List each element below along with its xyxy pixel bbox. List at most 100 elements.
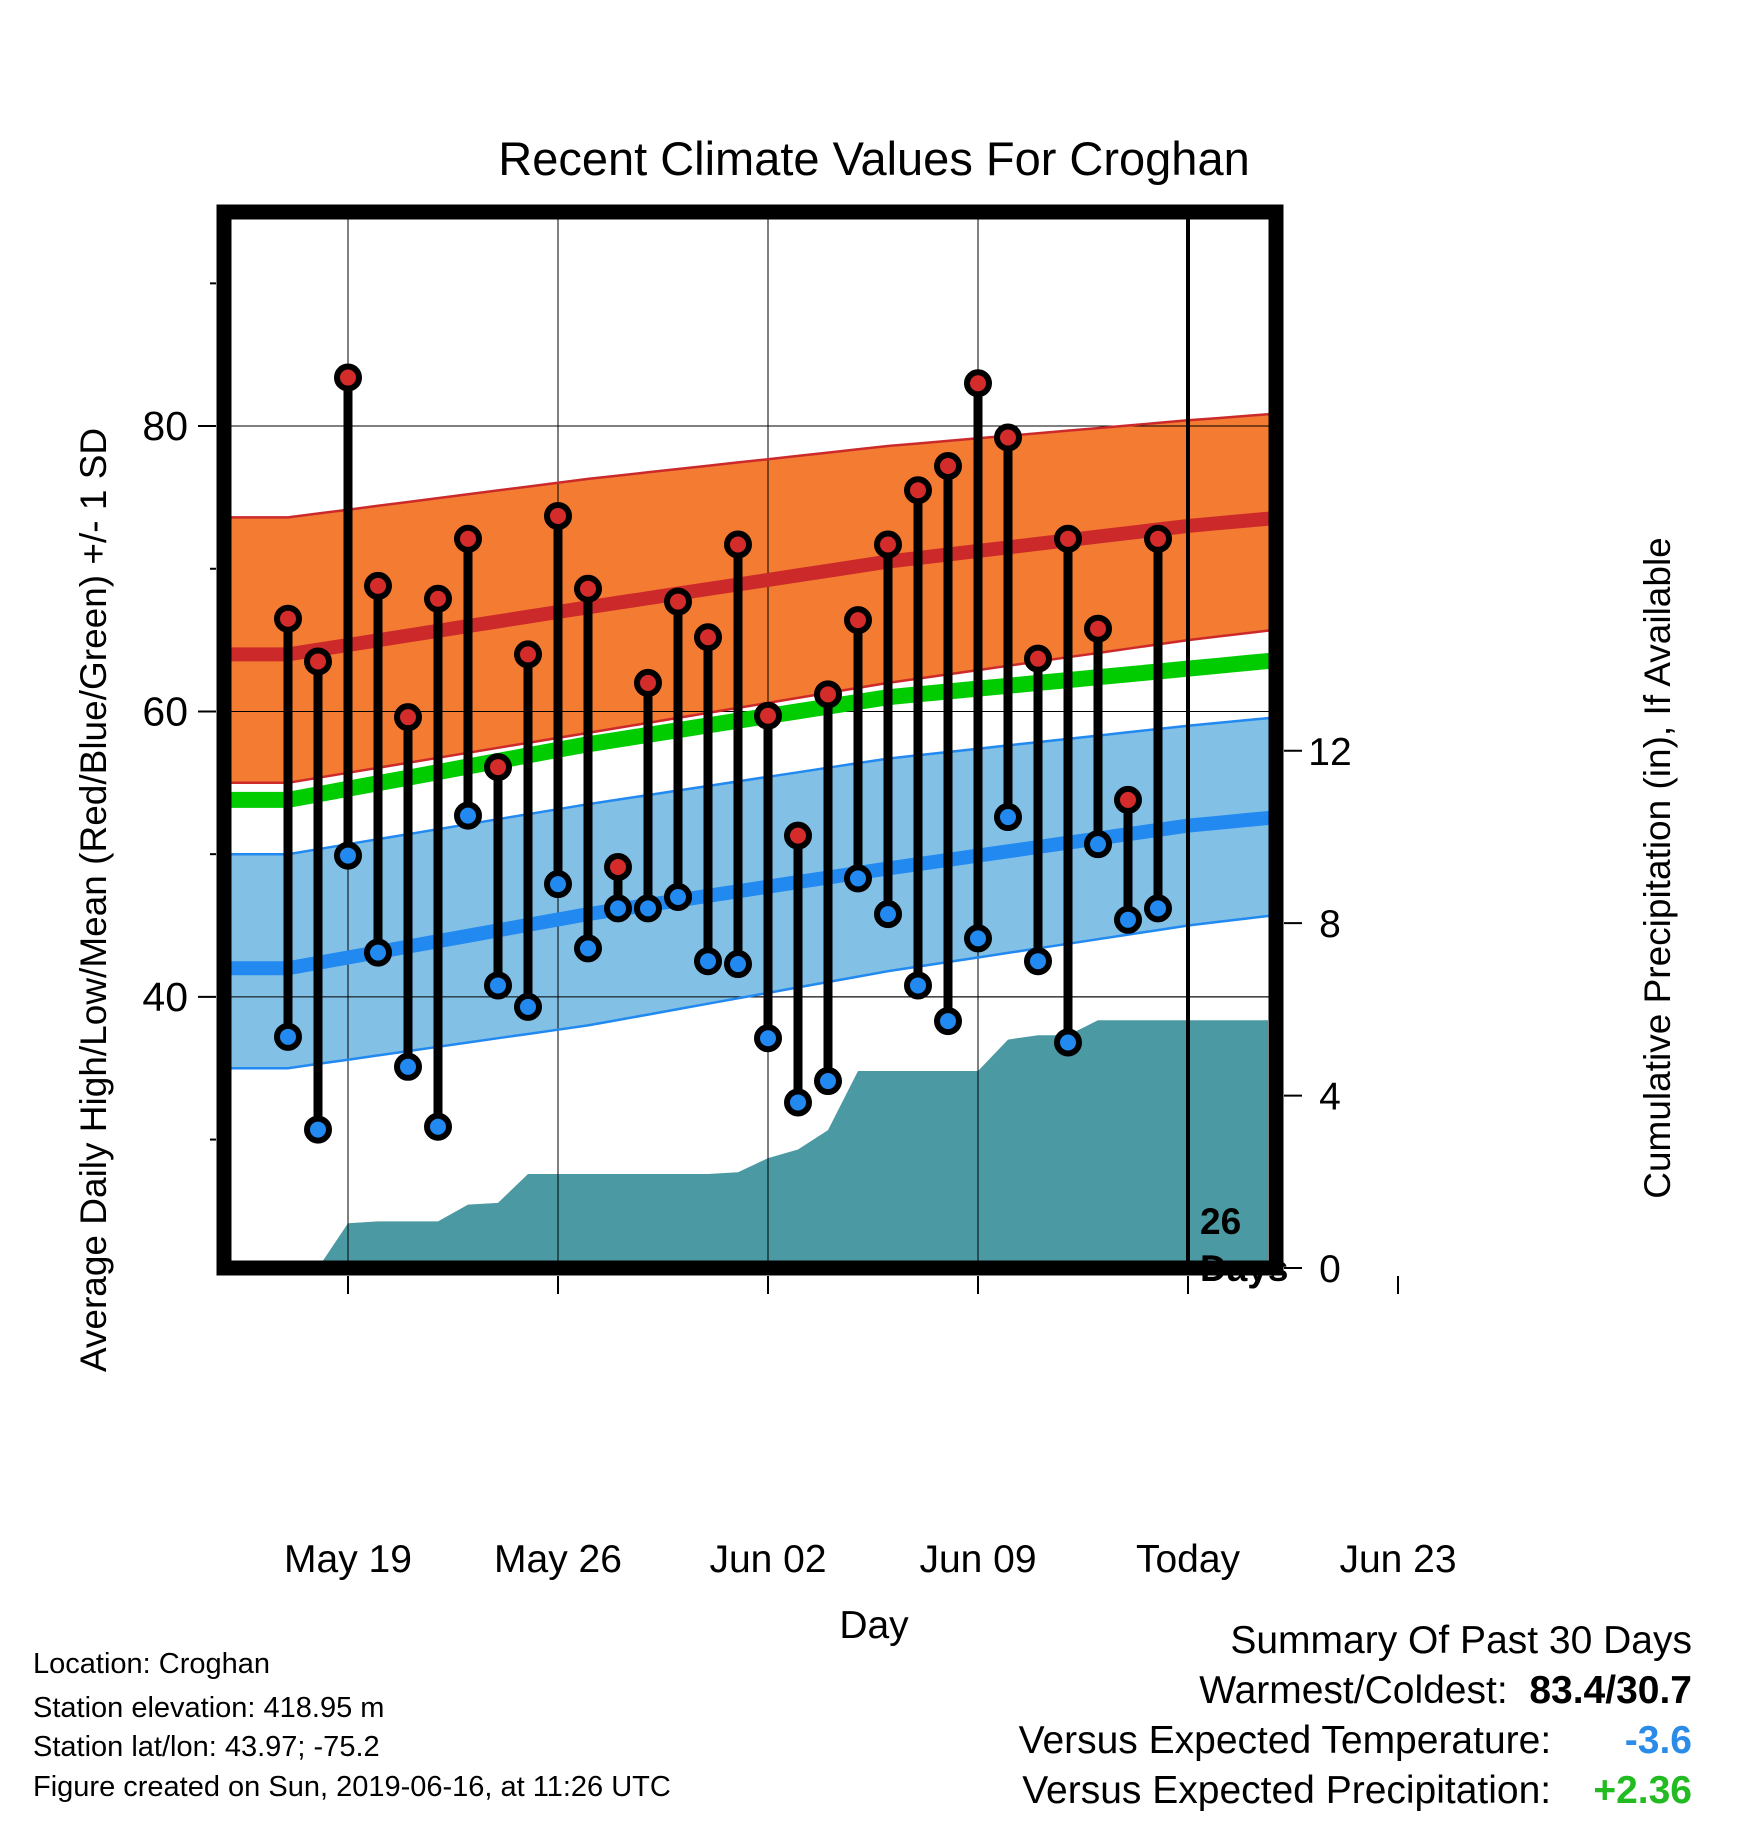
x-tick-label: Today (1136, 1538, 1241, 1581)
summary-warm-cold: Warmest/Coldest: 83.4/30.7 (1199, 1671, 1692, 1711)
daily-high-point (814, 680, 842, 709)
precip-value: +2.36 (1593, 1769, 1692, 1812)
daily-low-point (424, 1112, 452, 1141)
daily-high-point (634, 668, 662, 697)
daily-low-point (454, 801, 482, 830)
daily-low-point (304, 1115, 332, 1144)
info-elevation: Station elevation: 418.95 m (33, 1692, 385, 1724)
daily-high-point (844, 606, 872, 635)
daily-high-point (934, 452, 962, 481)
daily-high-point (1144, 524, 1172, 553)
chart-title: Recent Climate Values For Croghan (498, 132, 1249, 185)
y2-tick-label: 0 (1319, 1248, 1341, 1291)
daily-high-point (484, 753, 512, 782)
daily-high-point (694, 623, 722, 652)
daily-low-point (1024, 947, 1052, 976)
daily-high-point (724, 530, 752, 559)
y-tick-label: 80 (142, 403, 188, 449)
daily-high-point (754, 701, 782, 730)
daily-high-point (904, 476, 932, 505)
daily-high-point (364, 571, 392, 600)
daily-low-point (964, 924, 992, 953)
daily-high-point (304, 647, 332, 676)
info-latlon: Station lat/lon: 43.97; -75.2 (33, 1731, 380, 1763)
daily-low-point (814, 1067, 842, 1096)
daily-high-point (454, 524, 482, 553)
y2-axis-label: Cumulative Precipitation (in), If Availa… (1637, 537, 1678, 1199)
y2-tick-label: 8 (1319, 903, 1341, 946)
daily-low-point (484, 971, 512, 1000)
daily-high-point (964, 369, 992, 398)
summary-title: Summary Of Past 30 Days (1230, 1619, 1692, 1662)
x-tick-label: Jun 09 (919, 1538, 1036, 1581)
daily-low-point (604, 894, 632, 923)
summary-precip: Versus Expected Precipitation: +2.36 (1022, 1771, 1692, 1811)
daily-high-point (664, 587, 692, 616)
daily-low-point (844, 864, 872, 893)
daily-high-point (544, 501, 572, 530)
precip-area (228, 1020, 1276, 1268)
warm-cold-value: 83.4/30.7 (1529, 1669, 1692, 1712)
x-tick-label: May 19 (284, 1538, 412, 1581)
high-band-edge (228, 412, 1276, 519)
high-sd-band (228, 413, 1276, 783)
daily-low-point (1114, 905, 1142, 934)
daily-low-point (784, 1088, 812, 1117)
x-axis-label: Day (839, 1604, 909, 1647)
warm-cold-label: Warmest/Coldest: (1199, 1669, 1508, 1712)
daily-low-point (1054, 1028, 1082, 1057)
daily-low-point (544, 870, 572, 899)
summary-temp: Versus Expected Temperature: -3.6 (1019, 1721, 1692, 1761)
daily-high-point (1054, 524, 1082, 553)
daily-high-point (1024, 644, 1052, 673)
daily-high-point (424, 584, 452, 613)
daily-low-point (334, 841, 362, 870)
y-tick-label: 60 (142, 688, 188, 734)
daily-high-point (574, 574, 602, 603)
plot-frame (216, 204, 1284, 1276)
daily-high-point (514, 640, 542, 669)
daily-low-point (1084, 830, 1112, 859)
daily-high-point (334, 363, 362, 392)
y-axis-label: Average Daily High/Low/Mean (Red/Blue/Gr… (73, 428, 114, 1372)
daily-low-point (934, 1007, 962, 1036)
daily-high-point (394, 703, 422, 732)
daily-high-point (1114, 785, 1142, 814)
daily-high-point (1084, 614, 1112, 643)
info-location: Location: Croghan (33, 1648, 270, 1680)
y-tick-label: 40 (142, 974, 188, 1020)
daily-low-point (694, 947, 722, 976)
plot-clipped (224, 212, 1276, 1268)
daily-low-point (874, 900, 902, 929)
daily-high-point (604, 853, 632, 882)
daily-low-point (364, 938, 392, 967)
daily-low-point (754, 1024, 782, 1053)
temp-value: -3.6 (1624, 1719, 1692, 1762)
axes: May 19 May 26 Jun 02 Jun 09 Today Jun 2340608… (142, 204, 1457, 1581)
daily-low-point (274, 1022, 302, 1051)
daily-low-point (1144, 894, 1172, 923)
daily-low-point (904, 971, 932, 1000)
y2-tick-label: 4 (1319, 1076, 1341, 1119)
temp-label: Versus Expected Temperature: (1018, 1719, 1552, 1762)
x-tick-label: May 26 (494, 1538, 622, 1581)
daily-high-point (994, 423, 1022, 452)
today-annotation-days-count: 26 (1200, 1201, 1241, 1242)
daily-low-point (574, 934, 602, 963)
daily-low-point (994, 803, 1022, 832)
daily-low-point (394, 1052, 422, 1081)
daily-high-point (274, 604, 302, 633)
x-tick-label: Jun 02 (709, 1538, 826, 1581)
info-created: Figure created on Sun, 2019-06-16, at 11… (33, 1771, 671, 1803)
daily-low-point (634, 894, 662, 923)
daily-low-point (724, 950, 752, 979)
precip-label: Versus Expected Precipitation: (1022, 1769, 1552, 1812)
daily-low-point (664, 882, 692, 911)
x-tick-label: Jun 23 (1339, 1538, 1456, 1581)
y2-tick-label: 12 (1308, 731, 1351, 774)
daily-low-point (514, 992, 542, 1021)
daily-high-point (784, 821, 812, 850)
daily-high-point (874, 530, 902, 559)
